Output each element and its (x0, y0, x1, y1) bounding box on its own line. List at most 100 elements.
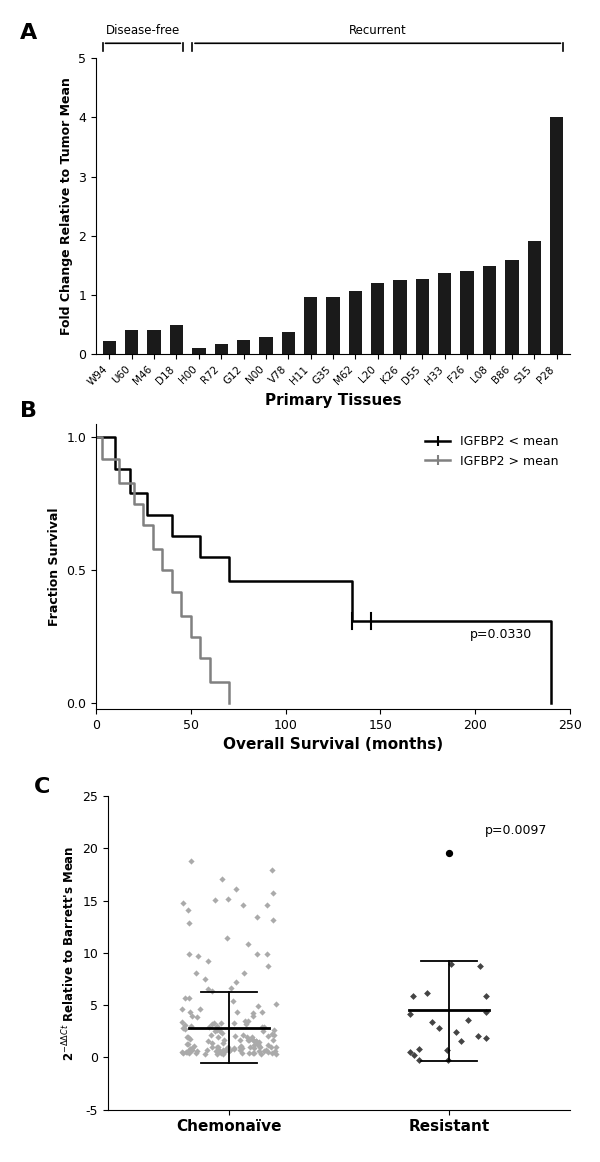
Point (263, 956, 273, 975)
Point (252, 945, 262, 963)
Bar (416, 279, 429, 354)
Text: p=0.0330: p=0.0330 (470, 627, 532, 640)
Point (464, 1011, 473, 1030)
Point (473, 1027, 483, 1046)
Point (209, 1014, 218, 1033)
Point (240, 1011, 250, 1030)
Point (226, 980, 235, 998)
Point (185, 1042, 194, 1061)
Point (180, 989, 190, 1007)
Point (203, 980, 213, 998)
Point (184, 989, 194, 1007)
Point (184, 1034, 193, 1053)
Point (182, 1042, 192, 1061)
Point (178, 1043, 188, 1062)
Point (247, 1028, 257, 1047)
Point (244, 934, 253, 953)
Bar (281, 332, 295, 354)
Bar (304, 297, 317, 354)
Point (184, 913, 193, 932)
Point (238, 896, 248, 914)
Bar (237, 339, 250, 354)
Bar (505, 259, 518, 354)
Bar (259, 337, 272, 354)
Point (229, 1040, 239, 1059)
Point (229, 1039, 239, 1057)
Point (232, 973, 241, 991)
Point (202, 1041, 212, 1060)
Point (456, 1032, 466, 1050)
Point (259, 1042, 268, 1061)
Point (203, 952, 212, 970)
Y-axis label: Fraction Survival: Fraction Survival (48, 508, 61, 625)
Point (217, 1014, 226, 1033)
Point (254, 1033, 264, 1052)
Text: A: A (20, 22, 37, 43)
Point (269, 1026, 278, 1045)
Bar (349, 290, 362, 354)
Point (217, 870, 227, 889)
Point (212, 1017, 221, 1035)
Point (481, 987, 491, 1005)
Point (268, 911, 278, 930)
Point (271, 995, 281, 1013)
Point (218, 1045, 227, 1063)
Text: p=0.0097: p=0.0097 (485, 824, 547, 837)
Point (243, 1012, 253, 1031)
Point (218, 1034, 228, 1053)
Point (422, 983, 432, 1002)
Point (444, 844, 454, 862)
Point (213, 1028, 223, 1047)
Point (237, 1043, 247, 1062)
Point (208, 1033, 217, 1052)
Bar (326, 297, 340, 354)
Point (185, 1039, 195, 1057)
Point (195, 999, 205, 1018)
Point (446, 954, 456, 973)
Point (200, 970, 209, 989)
Point (481, 1003, 490, 1021)
Point (207, 982, 217, 1000)
Point (253, 908, 262, 926)
Point (247, 1030, 257, 1048)
Point (206, 1026, 216, 1045)
Bar (192, 349, 206, 354)
Point (212, 1041, 221, 1060)
Point (272, 1038, 281, 1056)
Point (241, 1014, 250, 1033)
Point (232, 880, 241, 898)
Point (434, 1019, 444, 1038)
Point (212, 1020, 221, 1039)
Point (251, 1032, 260, 1050)
Point (267, 861, 277, 880)
Point (187, 1039, 197, 1057)
Point (254, 1037, 264, 1055)
Point (269, 1020, 278, 1039)
Point (212, 1045, 222, 1063)
Point (243, 1031, 253, 1049)
Point (267, 1025, 277, 1043)
Point (214, 1038, 223, 1056)
Bar (438, 273, 451, 354)
Point (253, 997, 262, 1016)
Point (217, 1024, 226, 1042)
Point (191, 963, 200, 982)
Bar (371, 284, 385, 354)
Point (180, 1016, 190, 1034)
Point (271, 1045, 281, 1063)
Bar (527, 241, 541, 354)
Point (177, 1000, 187, 1019)
X-axis label: Overall Survival (months): Overall Survival (months) (223, 737, 443, 752)
Point (178, 1018, 188, 1037)
Point (185, 1043, 194, 1062)
Point (414, 1050, 424, 1069)
Point (229, 1014, 239, 1033)
Point (186, 852, 196, 870)
Point (249, 1032, 259, 1050)
Point (263, 1027, 273, 1046)
Point (245, 1038, 254, 1056)
Point (248, 1045, 258, 1063)
Text: Recurrent: Recurrent (349, 24, 407, 37)
Point (262, 896, 271, 914)
Point (248, 1004, 258, 1023)
